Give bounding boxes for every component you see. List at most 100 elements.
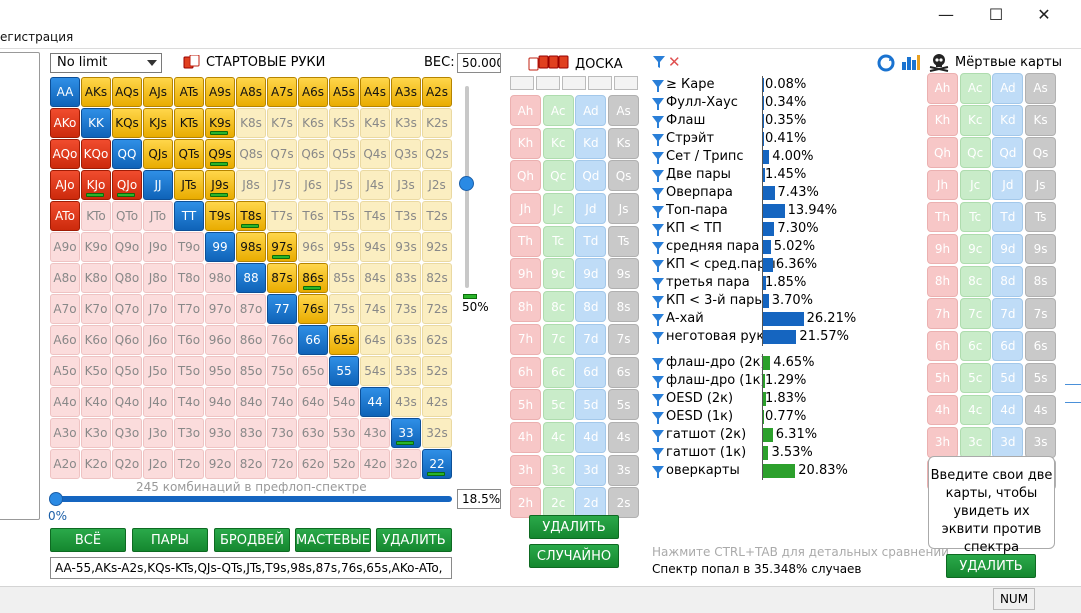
filter-icon[interactable] (652, 152, 664, 164)
hand-cell[interactable]: 87s (267, 263, 297, 293)
board-card[interactable]: Kd (575, 127, 607, 159)
hand-cell[interactable]: JJ (143, 170, 173, 200)
filter-icon[interactable] (652, 206, 664, 218)
hand-cell[interactable]: 73s (391, 294, 421, 324)
board-card[interactable]: Jc (542, 193, 574, 225)
board-slot[interactable] (588, 76, 612, 90)
maximize-button[interactable]: ☐ (988, 4, 1004, 24)
dead-card[interactable]: Ks (1025, 105, 1057, 136)
dead-card[interactable]: Jd (992, 169, 1024, 201)
hand-cell[interactable]: 54o (329, 387, 359, 417)
board-card[interactable]: 6h (510, 356, 541, 388)
dead-card[interactable]: 8h (927, 266, 958, 297)
hand-cell[interactable]: 43s (391, 387, 421, 417)
stat-row[interactable]: Фулл-Хаус 0.34% (652, 94, 922, 112)
filter-icon[interactable] (652, 224, 664, 236)
filter-icon[interactable] (652, 394, 664, 406)
board-card[interactable]: 2d (575, 487, 607, 519)
board-delete-button[interactable]: УДАЛИТЬ (529, 515, 619, 539)
hand-cell[interactable]: 97o (205, 294, 235, 324)
stat-row[interactable]: ≥ Каре 0.08% (652, 76, 922, 94)
close-button[interactable]: ✕ (1037, 4, 1051, 24)
dead-card[interactable]: 3c (959, 427, 991, 458)
dead-card[interactable]: 4h (927, 394, 958, 426)
hand-cell[interactable]: 52s (422, 356, 452, 386)
hand-cell[interactable]: A3s (391, 77, 421, 107)
hand-cell[interactable]: K7o (81, 294, 111, 324)
filter-icon[interactable] (652, 260, 664, 272)
hand-cell[interactable]: AQs (112, 77, 142, 107)
hand-cell[interactable]: J5s (329, 170, 359, 200)
hand-cell[interactable]: 87o (236, 294, 266, 324)
board-card[interactable]: Jd (575, 193, 607, 225)
hand-cell[interactable]: 62s (422, 325, 452, 355)
hand-cell[interactable]: QTs (174, 139, 204, 169)
board-slot[interactable] (536, 76, 560, 90)
hand-cell[interactable]: Q3s (391, 139, 421, 169)
hand-cell[interactable]: T6o (174, 325, 204, 355)
hand-cell[interactable]: Q9s (205, 139, 235, 169)
range-slider-thumb[interactable] (49, 492, 63, 506)
dead-card[interactable]: 9d (992, 233, 1024, 265)
hand-cell[interactable]: K2o (81, 449, 111, 479)
hand-cell[interactable]: A6s (298, 77, 328, 107)
dead-card[interactable]: 6d (992, 330, 1024, 361)
hand-cell[interactable]: 83s (391, 263, 421, 293)
hand-cell[interactable]: 22 (422, 449, 452, 479)
hand-cell[interactable]: 32s (422, 418, 452, 448)
hand-cell[interactable]: 65s (329, 325, 359, 355)
hand-cell[interactable]: A4o (50, 387, 80, 417)
range-slider-track[interactable] (52, 496, 452, 502)
hand-cell[interactable]: 32o (391, 449, 421, 479)
hand-cell[interactable]: Q7s (267, 139, 297, 169)
hand-cell[interactable]: 99 (205, 232, 235, 262)
board-card[interactable]: Ac (542, 95, 574, 126)
hand-cell[interactable]: K8s (236, 108, 266, 138)
board-card[interactable]: 9s (608, 258, 640, 290)
hand-cell[interactable]: Q6s (298, 139, 328, 169)
hand-cell[interactable]: Q8s (236, 139, 266, 169)
hand-cell[interactable]: Q5o (112, 356, 142, 386)
hand-cell[interactable]: KQs (112, 108, 142, 138)
hand-cell[interactable]: T7s (267, 201, 297, 231)
board-card[interactable]: 6s (608, 356, 640, 388)
hand-cell[interactable]: KTs (174, 108, 204, 138)
hand-cell[interactable]: Q3o (112, 418, 142, 448)
board-card[interactable]: Ad (575, 95, 607, 126)
hand-cell[interactable]: 94o (205, 387, 235, 417)
hand-cell[interactable]: A7o (50, 294, 80, 324)
hand-cell[interactable]: 86s (298, 263, 328, 293)
hand-cell[interactable]: A8s (236, 77, 266, 107)
hand-cell[interactable]: Q5s (329, 139, 359, 169)
pairs-button[interactable]: ПАРЫ (132, 528, 208, 552)
hand-cell[interactable]: ATo (50, 201, 80, 231)
dead-card[interactable]: 9h (927, 233, 958, 265)
hand-cell[interactable]: J3s (391, 170, 421, 200)
filter-icon[interactable] (652, 134, 664, 146)
hand-cell[interactable]: 53s (391, 356, 421, 386)
board-card[interactable]: 7h (510, 323, 541, 355)
hand-cell[interactable]: QJo (112, 170, 142, 200)
stat-row[interactable]: флаш-дро (2к) 4.65% (652, 354, 922, 372)
hand-cell[interactable]: KTo (81, 201, 111, 231)
stat-row[interactable]: оверкарты 20.83% (652, 462, 922, 480)
hand-cell[interactable]: A8o (50, 263, 80, 293)
board-slot[interactable] (614, 76, 638, 90)
board-card[interactable]: 6c (542, 356, 574, 388)
board-card[interactable]: 2s (608, 487, 640, 519)
dead-card[interactable]: 5d (992, 362, 1024, 394)
dead-card[interactable]: Kd (992, 105, 1024, 136)
hand-cell[interactable]: AJs (143, 77, 173, 107)
hand-cell[interactable]: 93o (205, 418, 235, 448)
filter-icon[interactable] (652, 466, 664, 478)
hand-cell[interactable]: J6s (298, 170, 328, 200)
filter-icon[interactable] (652, 98, 664, 110)
hand-cell[interactable]: 92s (422, 232, 452, 262)
dead-card[interactable]: Qd (992, 137, 1024, 168)
dead-card[interactable]: Td (992, 201, 1024, 233)
dead-card[interactable]: 8s (1025, 266, 1057, 297)
dead-card[interactable]: 5s (1025, 362, 1057, 394)
stat-row[interactable]: КП < ТП 7.30% (652, 220, 922, 238)
hand-cell[interactable]: K8o (81, 263, 111, 293)
hand-cell[interactable]: 84s (360, 263, 390, 293)
